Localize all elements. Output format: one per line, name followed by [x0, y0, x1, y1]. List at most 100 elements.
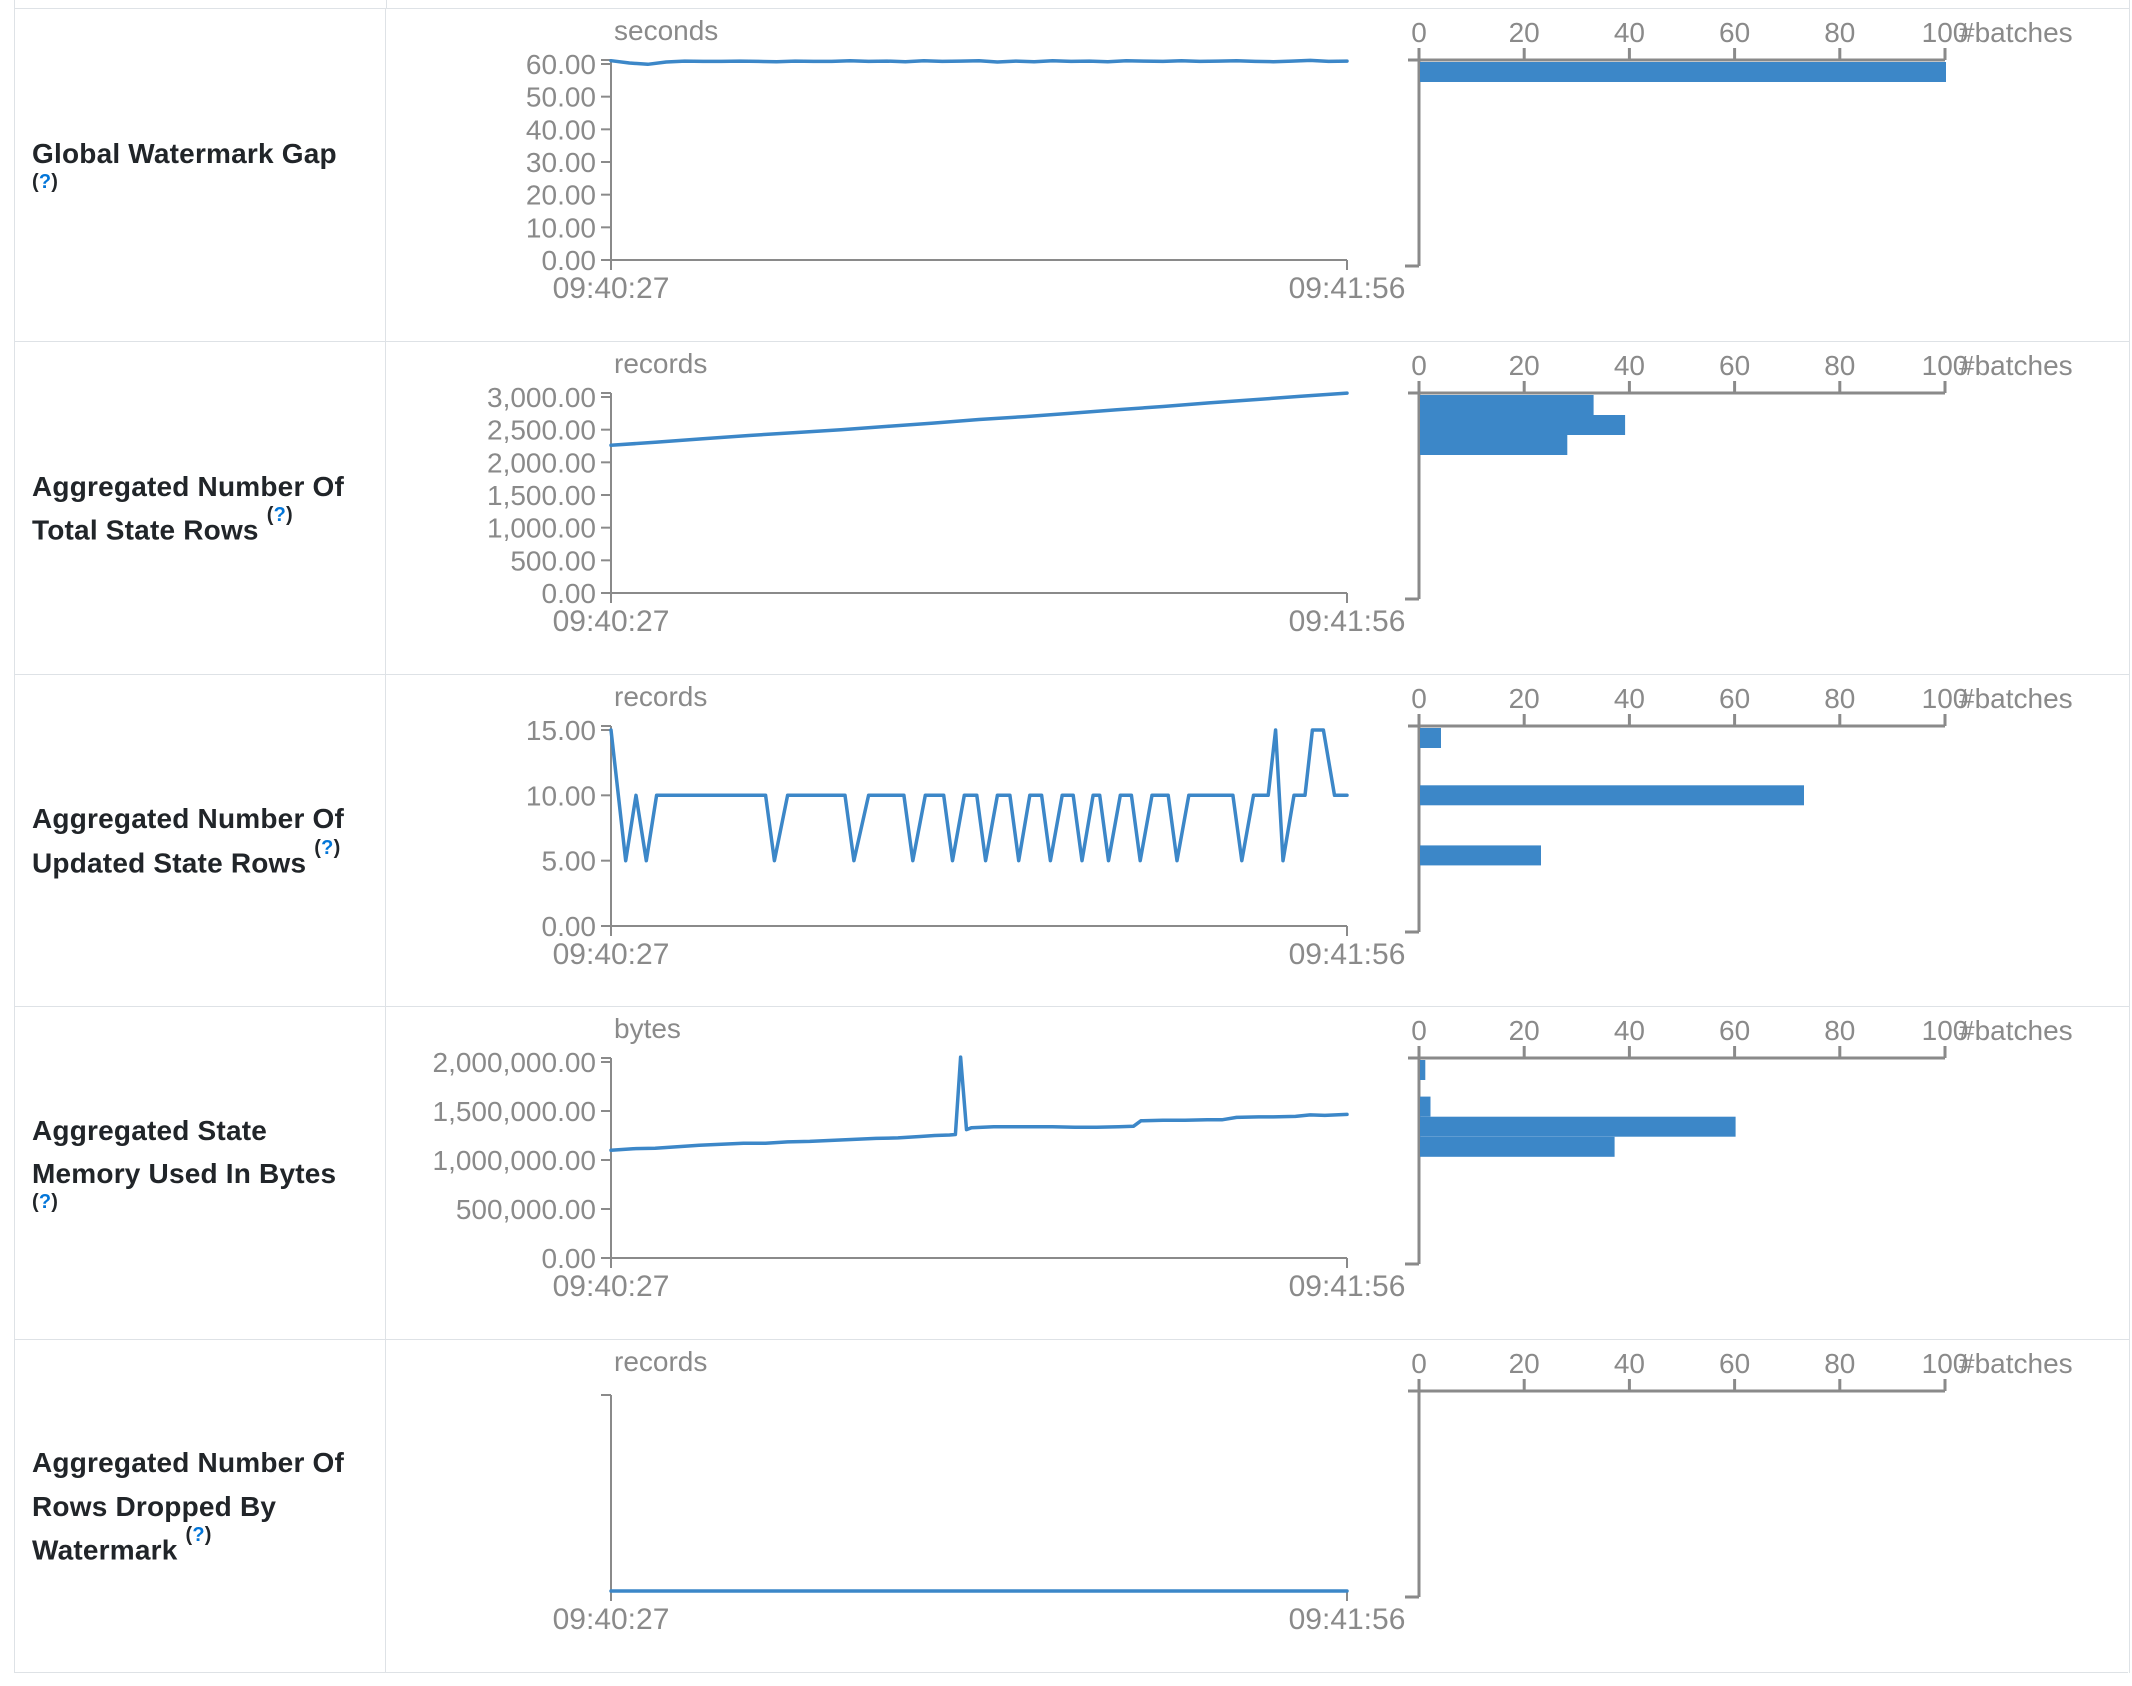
- timeline-unit-label: records: [614, 348, 707, 379]
- help-question-link[interactable]: ?: [38, 171, 52, 194]
- histogram-x-tick-label: 100: [1922, 350, 1969, 381]
- histogram-x-tick-label: 60: [1719, 350, 1750, 381]
- timeline-unit-label: seconds: [614, 15, 718, 46]
- metric-row-rows-dropped-by-watermark: Aggregated Number Of Rows Dropped By Wat…: [14, 1339, 2130, 1673]
- timeline-y-tick-label: 20.00: [526, 180, 596, 211]
- histogram-x-tick-label: 0: [1411, 1348, 1427, 1379]
- metric-row-global-watermark-gap: Global Watermark Gap (?) seconds 60.00 50.…: [14, 8, 2130, 342]
- histogram-bar: [1420, 1060, 1426, 1081]
- histogram-bar: [1420, 1096, 1431, 1117]
- metric-label-cell: Aggregated Number Of Total State Rows (?…: [15, 341, 386, 675]
- timeline-x-end-label: 09:41:56: [1289, 272, 1406, 305]
- histogram-x-tick-label: 40: [1614, 1348, 1645, 1379]
- histogram-x-tick-label: 40: [1614, 1015, 1645, 1046]
- metric-label-cell: Aggregated Number Of Rows Dropped By Wat…: [15, 1340, 386, 1673]
- histogram-unit-label: #batches: [1959, 683, 2073, 714]
- timeline-data-line: [609, 727, 1349, 863]
- histogram-unit-label: #batches: [1959, 17, 2073, 48]
- help-badge: (?): [185, 1524, 212, 1547]
- metric-row-total-state-rows: Aggregated Number Of Total State Rows (?…: [14, 340, 2130, 675]
- histogram-x-tick-label: 60: [1719, 1015, 1750, 1046]
- metric-label-cell: Aggregated Number Of Updated State Rows …: [15, 674, 386, 1008]
- timeline-x-start-label: 09:40:27: [553, 938, 670, 971]
- histogram-x-tick-label: 20: [1509, 683, 1540, 714]
- help-question-link[interactable]: ?: [192, 1524, 205, 1547]
- histogram-unit-label: #batches: [1959, 350, 2073, 381]
- row-chart-canvas: records3,000.002,500.002,000.001,500.001…: [487, 348, 2073, 638]
- histogram-x-tick-label: 40: [1614, 17, 1645, 48]
- timeline-y-tick-label: 2,500.00: [487, 414, 596, 445]
- timeline-y-tick-label: 50.00: [526, 82, 596, 113]
- timeline-y-tick-label: 60.00: [526, 49, 596, 80]
- help-badge: (?): [314, 836, 341, 859]
- column-divider: [386, 0, 387, 8]
- timeline-x-end-label: 09:41:56: [1289, 1603, 1406, 1636]
- timeline-unit-label: records: [614, 681, 707, 712]
- row-chart-canvas: bytes 2,000,000.00 1,500,000.00 1,000,000.0…: [433, 1013, 2073, 1303]
- histogram-x-tick-label: 40: [1614, 683, 1645, 714]
- timeline-y-tick-label: 0.00: [542, 911, 597, 942]
- timeline-x-end-label: 09:41:56: [1289, 1270, 1406, 1303]
- timeline-y-tick-label: 1,500,000.00: [433, 1096, 597, 1127]
- histogram-x-tick-label: 20: [1509, 350, 1540, 381]
- table-bottom-border: [14, 1672, 2128, 1673]
- table-top-partial-row: [14, 0, 2130, 8]
- timeline-unit-label: bytes: [614, 1013, 681, 1044]
- histogram-x-tick-label: 0: [1411, 17, 1427, 48]
- histogram-x-tick-label: 60: [1719, 1348, 1750, 1379]
- timeline-y-tick-label: 3,000.00: [487, 382, 596, 413]
- timeline-x-start-label: 09:40:27: [553, 605, 670, 638]
- timeline-y-tick-label: 10.00: [526, 780, 596, 811]
- histogram-bar: [1420, 434, 1568, 455]
- timeline-y-tick-label: 10.00: [526, 212, 596, 243]
- histogram-x-tick-label: 100: [1922, 683, 1969, 714]
- timeline-y-tick-label: 1,000,000.00: [433, 1145, 597, 1176]
- help-badge: (?): [266, 504, 293, 527]
- histogram-bar: [1420, 784, 1804, 805]
- timeline-y-tick-label: 15.00: [526, 715, 596, 746]
- timeline-y-tick-label: 5.00: [542, 845, 597, 876]
- histogram-x-tick-label: 0: [1411, 350, 1427, 381]
- help-badge: (?): [32, 1191, 59, 1214]
- timeline-y-tick-label: 2,000,000.00: [433, 1047, 597, 1078]
- histogram-x-tick-label: 100: [1922, 17, 1969, 48]
- timeline-x-start-label: 09:40:27: [553, 272, 670, 305]
- histogram-bar: [1420, 844, 1541, 865]
- timeline-x-start-label: 09:40:27: [553, 1270, 670, 1303]
- histogram-bar: [1420, 394, 1594, 415]
- timeline-x-end-label: 09:41:56: [1289, 938, 1406, 971]
- histogram-bar: [1420, 727, 1441, 748]
- timeline-y-tick-label: 1,500.00: [487, 480, 596, 511]
- metric-row-state-memory-bytes: Aggregated State Memory Used In Bytes (?…: [14, 1006, 2130, 1341]
- timeline-y-tick-label: 500.00: [510, 545, 596, 576]
- timeline-y-tick-label: 0.00: [542, 578, 597, 609]
- metric-label-text: Aggregated Number Of Rows Dropped By Wat…: [32, 1447, 345, 1566]
- help-question-link[interactable]: ?: [38, 1191, 52, 1214]
- histogram-x-tick-label: 80: [1824, 1348, 1855, 1379]
- histogram-x-tick-label: 60: [1719, 683, 1750, 714]
- histogram-x-tick-label: 80: [1824, 683, 1855, 714]
- metric-label-text: Global Watermark Gap: [32, 137, 337, 169]
- help-question-link[interactable]: ?: [321, 836, 334, 859]
- help-question-link[interactable]: ?: [273, 504, 286, 527]
- timeline-y-tick-label: 0.00: [542, 245, 597, 276]
- histogram-unit-label: #batches: [1959, 1015, 2073, 1046]
- timeline-data-line: [609, 391, 1349, 447]
- metric-row-updated-state-rows: Aggregated Number Of Updated State Rows …: [14, 673, 2130, 1008]
- histogram-x-tick-label: 20: [1509, 1015, 1540, 1046]
- metric-label-text: Aggregated Number Of Updated State Rows: [32, 803, 345, 879]
- timeline-y-tick-label: 40.00: [526, 114, 596, 145]
- row-chart-canvas: records 09:40:27 09:41:56 0 20 40 60 80 100#batc…: [553, 1346, 2073, 1636]
- metric-label-text: Aggregated State Memory Used In Bytes: [32, 1114, 337, 1189]
- metric-label: Aggregated Number Of Total State Rows (?…: [32, 465, 357, 552]
- row-chart-canvas: seconds 60.0050.0040.0030.0020.0010.000.0…: [526, 15, 2073, 305]
- histogram-x-tick-label: 0: [1411, 683, 1427, 714]
- timeline-x-start-label: 09:40:27: [553, 1603, 670, 1636]
- histogram-x-tick-label: 60: [1719, 17, 1750, 48]
- histogram-x-tick-label: 0: [1411, 1015, 1427, 1046]
- metric-label-text: Aggregated Number Of Total State Rows: [32, 470, 345, 546]
- metric-label: Aggregated Number Of Rows Dropped By Wat…: [32, 1441, 357, 1572]
- histogram-bar: [1420, 414, 1626, 435]
